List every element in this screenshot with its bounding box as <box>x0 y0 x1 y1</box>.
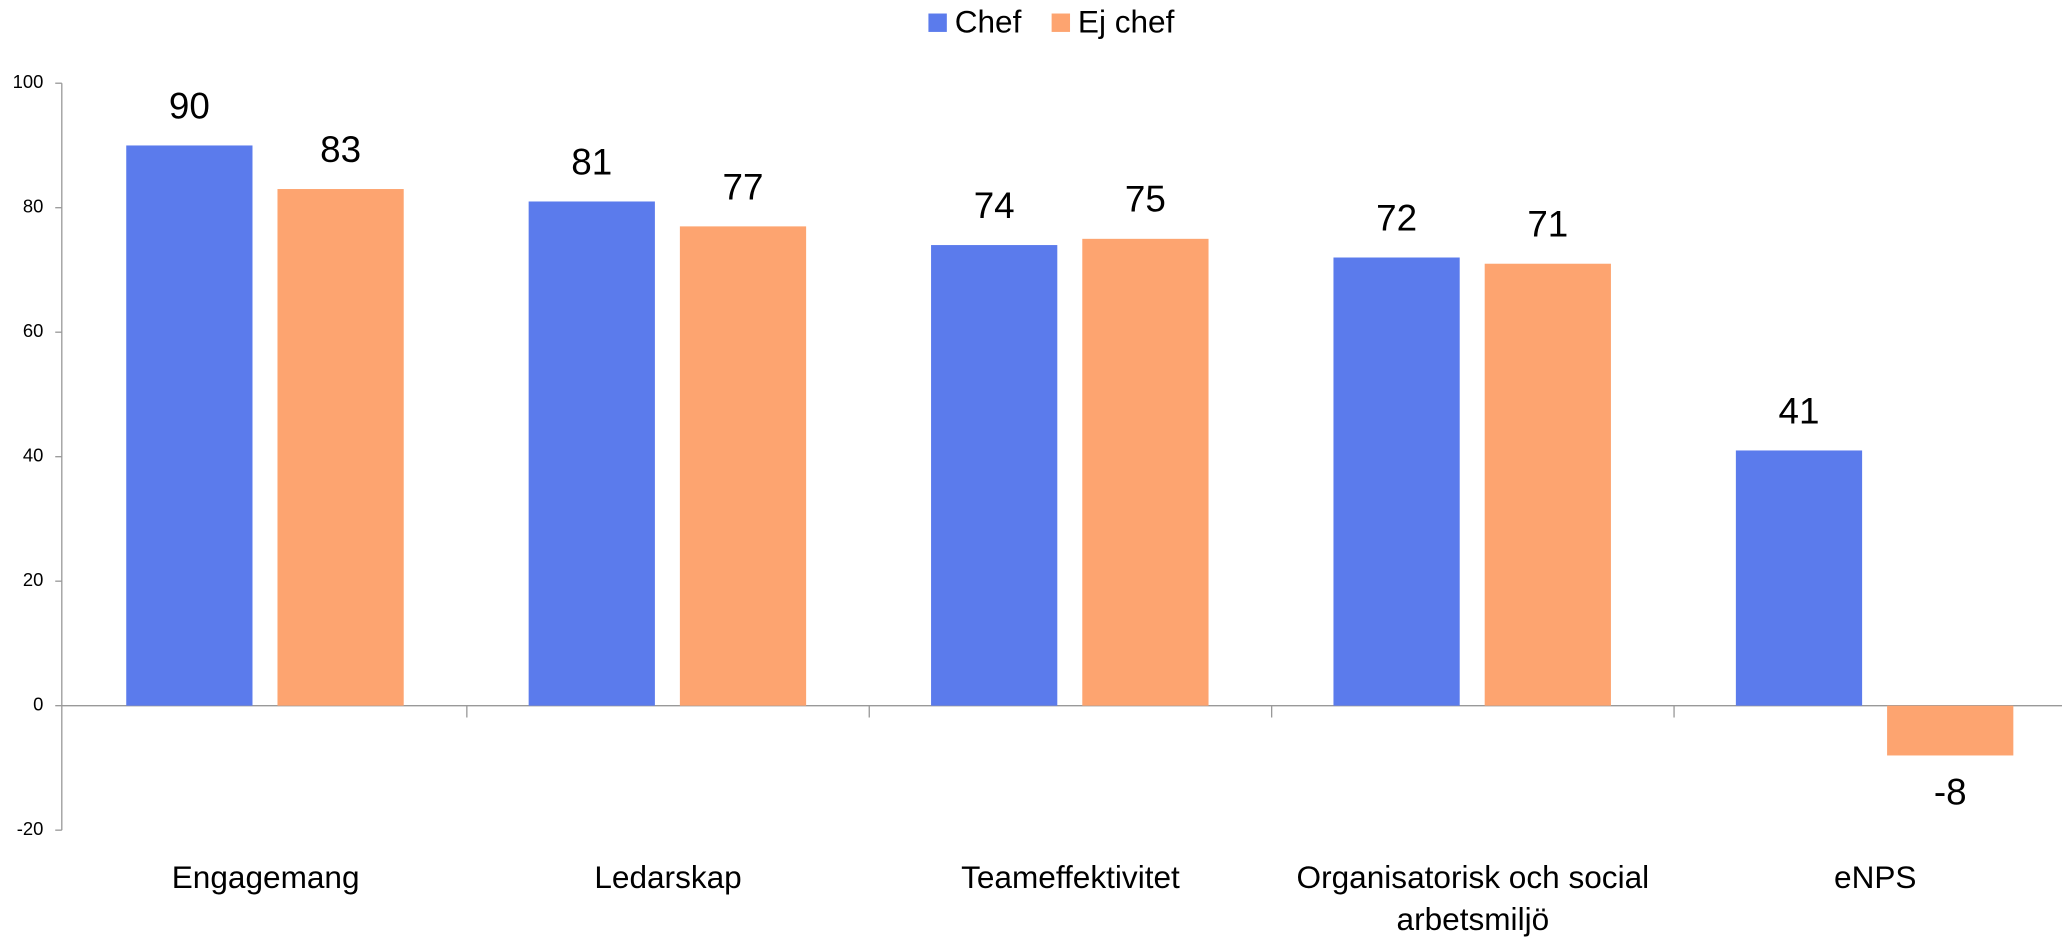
y-tick-label: -20 <box>17 818 44 839</box>
x-label-box: Ledarskap <box>594 860 742 896</box>
bar <box>126 145 253 706</box>
value-label: 41 <box>1779 390 1820 431</box>
bar <box>277 189 404 706</box>
x-tick-label: eNPS <box>1834 860 1917 896</box>
value-label: 71 <box>1527 204 1568 245</box>
legend-label: Ej chef <box>1078 3 1175 39</box>
bar <box>1887 705 2014 756</box>
bar <box>931 245 1058 706</box>
y-tick-label: 0 <box>33 694 43 715</box>
bar <box>1333 257 1460 706</box>
x-label-box: Organisatorisk och social arbetsmiljö <box>1296 860 1650 939</box>
value-label: 75 <box>1125 179 1166 220</box>
legend-swatch <box>1051 13 1071 32</box>
value-label: 72 <box>1376 197 1417 238</box>
y-tick-label: 80 <box>23 196 43 217</box>
x-tick-label: Teameffektivitet <box>961 860 1180 896</box>
legend-swatch <box>928 13 947 32</box>
bar <box>1735 450 1863 706</box>
x-tick-label: Organisatorisk och social arbetsmiljö <box>1296 860 1650 939</box>
value-label: 83 <box>320 129 361 170</box>
x-tick-label: Engagemang <box>171 860 360 896</box>
x-label-box: Engagemang <box>171 860 360 896</box>
y-tick-label: 20 <box>23 569 43 590</box>
bar <box>1082 238 1209 706</box>
bar <box>1484 263 1611 706</box>
value-label: 81 <box>571 141 612 182</box>
value-label: 74 <box>974 185 1015 226</box>
value-label: 90 <box>169 85 210 126</box>
y-tick-label: 40 <box>23 445 43 466</box>
x-tick-label: Ledarskap <box>594 860 742 896</box>
value-label: 77 <box>723 166 764 207</box>
legend-label: Chef <box>955 3 1022 39</box>
value-label: -8 <box>1934 772 1967 813</box>
y-tick-label: 100 <box>13 71 44 92</box>
y-tick-label: 60 <box>23 320 43 341</box>
x-label-box: Teameffektivitet <box>961 860 1180 896</box>
bar <box>528 201 655 706</box>
x-label-box: eNPS <box>1834 860 1917 896</box>
bar <box>679 226 807 706</box>
